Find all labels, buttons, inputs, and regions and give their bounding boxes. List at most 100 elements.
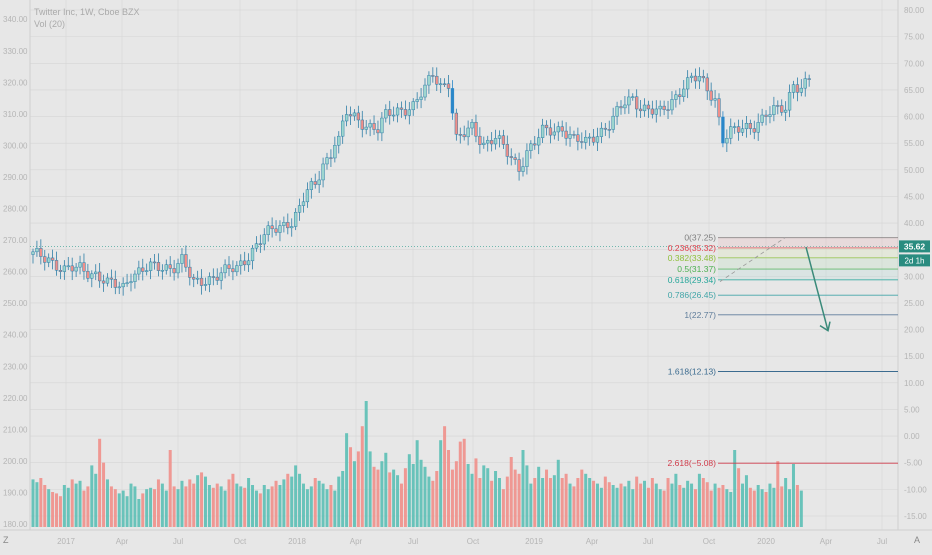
candle-body [105, 277, 110, 284]
candle-body [388, 109, 392, 116]
candle-body [180, 254, 184, 264]
fib-zone [718, 237, 898, 248]
right-axis-tick-label: 40.00 [904, 219, 925, 228]
candle-body [145, 270, 149, 272]
volume-bar [399, 483, 403, 527]
volume-bar [349, 447, 353, 527]
volume-bar [701, 478, 705, 527]
volume-bar [654, 483, 658, 527]
candle-body [446, 83, 451, 89]
candle-body [740, 128, 745, 133]
volume-bar [733, 450, 737, 527]
right-axis-tick-label: 30.00 [904, 272, 925, 281]
fib-level-label: 0.786(26.45) [668, 290, 716, 300]
left-axis-tick-label: 330.00 [3, 47, 28, 56]
candle-body [607, 129, 611, 131]
candle-body [489, 140, 494, 145]
candle-body [274, 228, 278, 233]
candle-body [66, 265, 70, 268]
volume-bar [643, 480, 647, 527]
volume-bar [505, 476, 509, 527]
candle-body [391, 114, 396, 117]
fib-level-label: 0.5(31.37) [677, 264, 716, 274]
volume-bar [737, 468, 741, 527]
candle-body [160, 269, 165, 272]
candle-body [90, 273, 94, 279]
symbol-legend[interactable]: Twitter Inc, 1W, Cboe BZX [34, 7, 140, 17]
time-axis-label: Apr [350, 537, 363, 546]
candle-body [537, 137, 541, 146]
volume-bar [294, 465, 298, 527]
candle-body [689, 75, 694, 78]
volume-bar [368, 451, 372, 527]
candle-body [184, 254, 188, 268]
volume-bar [592, 480, 596, 527]
candle-body [380, 117, 384, 134]
candle-body [466, 127, 470, 138]
volume-bar [262, 485, 266, 527]
volume-bar [686, 480, 690, 527]
volume-bar [588, 478, 592, 527]
right-price-axis[interactable]: -15.00 -10.00 -5.00 0.00 5.00 10.00 15.00 20.00… [904, 6, 927, 521]
volume-bar [94, 473, 98, 527]
volume-bar [635, 476, 639, 527]
volume-bar [58, 496, 62, 527]
left-axis-tick-label: 250.00 [3, 299, 28, 308]
left-axis-tick-label: 210.00 [3, 425, 28, 434]
volume-bar [556, 459, 560, 527]
volume-bar [160, 483, 164, 527]
time-axis-label: Jul [173, 537, 183, 546]
timezone-toggle[interactable]: Z [3, 535, 9, 545]
volume-bar [74, 483, 78, 527]
right-axis-tick-label: 0.00 [904, 432, 920, 441]
volume-bar [494, 471, 498, 527]
fib-level-label: 0.382(33.48) [668, 253, 716, 263]
left-axis-tick-label: 300.00 [3, 141, 28, 150]
candle-body [384, 109, 388, 119]
candle-body [372, 123, 376, 130]
left-axis-tick-label: 260.00 [3, 268, 28, 277]
time-axis[interactable]: 2017 Apr Jul Oct 2018 Apr Jul Oct 2019 Apr Jul Oct 2… [57, 537, 887, 546]
volume-legend[interactable]: Vol (20) [34, 19, 66, 29]
candle-body [156, 262, 161, 271]
volume-bar [752, 490, 756, 527]
volume-bar [325, 489, 329, 527]
volume-bar [795, 485, 799, 527]
volume-bar [215, 483, 219, 527]
auto-scale-toggle[interactable]: A [914, 535, 921, 545]
volume-bar [203, 476, 207, 527]
candle-body [419, 96, 423, 100]
candle-body [521, 166, 525, 172]
candle-body [403, 109, 408, 116]
volume-bar [364, 401, 368, 527]
volume-bar [682, 487, 686, 527]
volume-bar [725, 489, 729, 527]
fib-zone [718, 269, 898, 280]
volume-bar [184, 486, 188, 527]
candle-body [780, 105, 784, 113]
projection-arrow-head [819, 321, 831, 332]
projection-arrow[interactable] [805, 246, 831, 332]
volume-bar [439, 440, 443, 527]
time-axis-label: Oct [467, 537, 480, 546]
volume-bar [156, 479, 160, 527]
candle-body [572, 134, 576, 136]
candle-body [239, 260, 243, 266]
candle-body [231, 268, 235, 273]
volume-bar [219, 486, 223, 527]
candle-body [685, 77, 690, 90]
candle-body [587, 136, 592, 139]
volume-bar [690, 483, 694, 527]
volume-bar [66, 487, 70, 527]
time-axis-label: Jul [408, 537, 418, 546]
volume-bar [780, 486, 784, 527]
candle-body [164, 264, 168, 271]
volume-bar [627, 480, 631, 527]
left-axis-tick-label: 340.00 [3, 15, 28, 24]
candle-body [423, 84, 427, 98]
candle-body [62, 265, 67, 272]
candle-body [227, 264, 231, 269]
